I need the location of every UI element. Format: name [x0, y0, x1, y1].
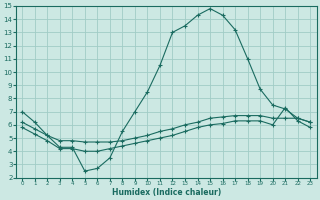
X-axis label: Humidex (Indice chaleur): Humidex (Indice chaleur)	[112, 188, 221, 197]
